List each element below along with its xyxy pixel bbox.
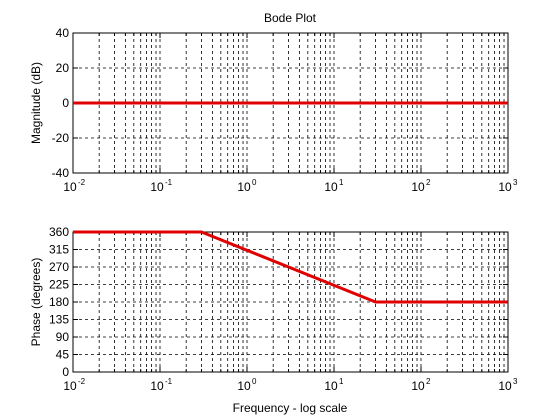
phase-x-axis-title: Frequency - log scale	[233, 401, 348, 415]
phase-y-tick-label: 90	[56, 330, 70, 344]
phase-y-tick-label: 315	[49, 243, 69, 257]
magnitude-x-tick-exponent: -1	[165, 178, 173, 187]
magnitude-y-axis-title: Magnitude (dB)	[29, 62, 43, 144]
magnitude-x-tick-label: 10	[498, 180, 512, 194]
magnitude-x-tick-exponent: 2	[426, 178, 431, 187]
phase-x-tick-exponent: -1	[165, 377, 173, 386]
phase-x-tick-exponent: 0	[252, 377, 257, 386]
phase-y-tick-label: 45	[56, 348, 70, 362]
phase-x-tick-label: 10	[498, 379, 512, 393]
phase-y-axis-title: Phase (degrees)	[29, 258, 43, 347]
magnitude-x-tick-label: 10	[237, 180, 251, 194]
phase-y-tick-label: 360	[49, 225, 69, 239]
phase-y-tick-label: 180	[49, 295, 69, 309]
phase-x-tick-label: 10	[150, 379, 164, 393]
phase-y-tick-label: 135	[49, 313, 69, 327]
phase-x-tick-exponent: 3	[513, 377, 518, 386]
magnitude-x-tick-label: 10	[411, 180, 425, 194]
magnitude-x-tick-exponent: 1	[339, 178, 344, 187]
magnitude-x-tick-exponent: -2	[78, 178, 86, 187]
phase-x-tick-label: 10	[237, 379, 251, 393]
figure-title: Bode Plot	[264, 11, 317, 25]
phase-x-tick-label: 10	[63, 379, 77, 393]
magnitude-x-tick-label: 10	[150, 180, 164, 194]
magnitude-y-tick-label: -40	[52, 166, 70, 180]
phase-x-tick-exponent: -2	[78, 377, 86, 386]
phase-x-tick-label: 10	[411, 379, 425, 393]
magnitude-x-tick-label: 10	[324, 180, 338, 194]
magnitude-y-tick-label: 0	[62, 96, 69, 110]
magnitude-y-tick-label: 40	[56, 26, 70, 40]
phase-y-tick-label: 225	[49, 278, 69, 292]
phase-x-tick-exponent: 2	[426, 377, 431, 386]
phase-x-tick-label: 10	[324, 379, 338, 393]
magnitude-x-tick-exponent: 3	[513, 178, 518, 187]
magnitude-x-tick-label: 10	[63, 180, 77, 194]
phase-series-line	[73, 230, 508, 304]
phase-y-tick-label: 270	[49, 260, 69, 274]
phase-y-tick-label: 0	[62, 365, 69, 379]
magnitude-y-tick-label: 20	[56, 61, 70, 75]
phase-x-tick-exponent: 1	[339, 377, 344, 386]
magnitude-y-tick-label: -20	[52, 131, 70, 145]
phase-plot: Phase (degrees) Frequency - log scale 0 4…	[29, 225, 518, 415]
magnitude-x-tick-exponent: 0	[252, 178, 257, 187]
